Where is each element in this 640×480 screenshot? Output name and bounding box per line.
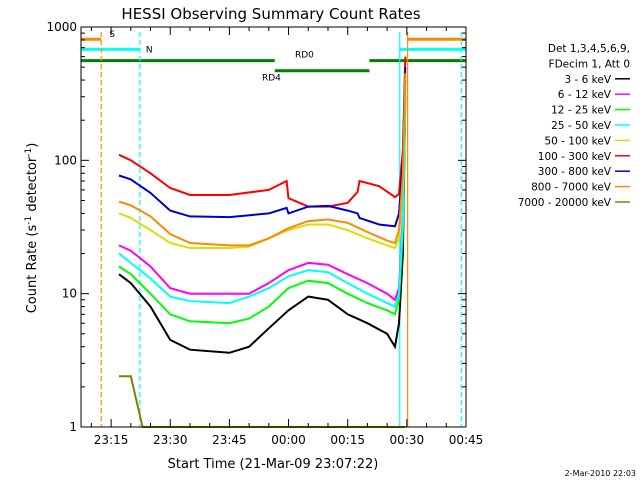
series-line-1 [118,80,407,302]
y-tick-label: 100 [54,153,77,167]
y-tick-label: 1 [69,420,77,434]
legend-header-line: FDecim 1, Att 0 [549,58,630,70]
axes: 1 10 100 1000 23:15 23:30 23:45 00:00 00:15 00:30… [46,20,483,447]
series-line-4 [118,80,407,250]
x-tick-label: 23:15 [94,433,129,447]
x-tick-label: 23:30 [153,433,188,447]
series-line-6 [118,67,407,228]
series-line-8 [119,375,406,428]
y-tick-label: 10 [62,287,77,301]
flag-label-n: N [146,45,153,55]
x-tick-label: 00:15 [330,433,365,447]
plot-frame [80,26,467,428]
legend: Det 1,3,4,5,6,9, FDecim 1, Att 0 3 - 6 keV… [518,43,630,209]
legend-entry-label: 800 - 7000 keV [531,182,612,194]
flag-label-s: S [109,30,115,40]
series-line-0 [118,96,407,354]
series-line-2 [118,100,407,325]
legend-entry-label: 7000 - 20000 keV [518,197,612,209]
legend-entry-label: 12 - 25 keV [551,105,612,117]
legend-header-line: Det 1,3,4,5,6,9, [548,43,630,55]
x-tick-label: 00:30 [390,433,425,447]
legend-entry-label: 25 - 50 keV [551,120,612,132]
x-tick-label: 00:00 [271,433,306,447]
plot-marks: S N RD0 RD4 [81,30,466,428]
legend-entry-label: 3 - 6 keV [564,74,611,86]
y-axis-label: Count Rate (s-1 detector-1) [24,143,40,314]
x-tick-label: 23:45 [212,433,247,447]
x-axis-label: Start Time (21-Mar-09 23:07:22) [168,457,379,472]
legend-entry-label: 300 - 800 keV [538,166,612,178]
x-tick-label: 00:45 [449,433,484,447]
series-line-7 [118,73,407,247]
legend-entry-label: 100 - 300 keV [538,151,612,163]
y-tick-label: 1000 [46,20,77,34]
flag-label-rd4: RD4 [262,74,281,84]
chart-title: HESSI Observing Summary Count Rates [121,5,420,23]
timestamp: 2-Mar-2010 22:03 [565,469,636,478]
series-line-3 [118,87,407,308]
legend-entry-label: 50 - 100 keV [544,135,611,147]
legend-entry-label: 6 - 12 keV [558,89,612,101]
flag-label-rd0: RD0 [295,51,314,61]
